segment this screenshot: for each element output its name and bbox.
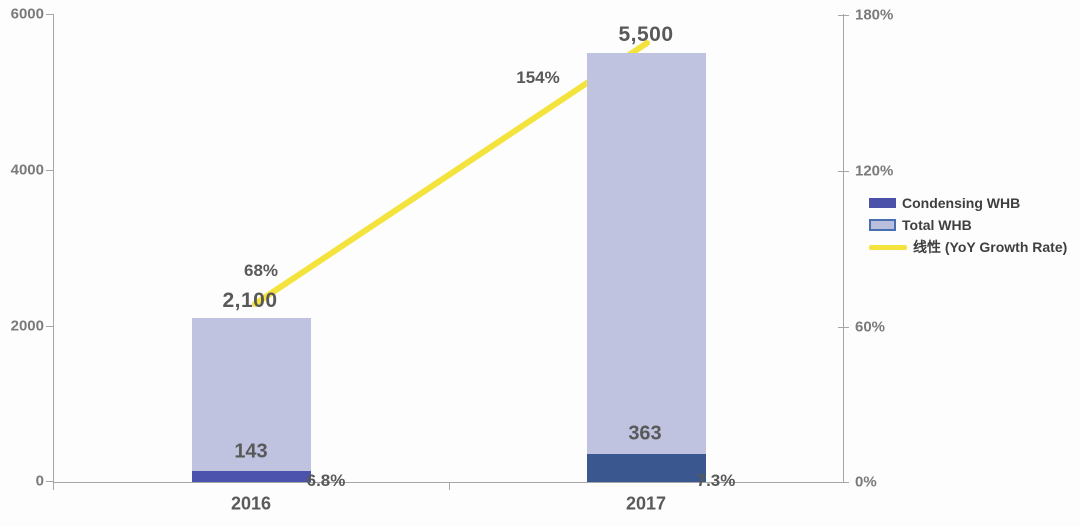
y-right-label-120: 120%: [855, 162, 894, 180]
legend-item-condensing-whb[interactable]: Condensing WHB: [869, 192, 1067, 214]
total-whb-label-2016: 2,100: [222, 289, 278, 312]
y-left-label-2000: 2000: [10, 317, 44, 335]
y-right-label-60: 60%: [855, 318, 886, 336]
bar-condensing-whb-2017[interactable]: [587, 454, 706, 482]
y-left-label-4000: 4000: [10, 161, 44, 179]
yoy-rate-label-2016: 68%: [243, 261, 279, 280]
condensing-whb-swatch-icon: [869, 198, 896, 208]
y-right-label-0: 0%: [855, 473, 877, 491]
share-label-2016: 6.8%: [306, 471, 346, 490]
legend-label: 线性 (YoY Growth Rate): [913, 239, 1068, 255]
y-left-label-6000: 6000: [10, 5, 44, 23]
legend: Condensing WHB Total WHB 线性 (YoY Growth …: [869, 192, 1067, 258]
legend-item-yoy-growth[interactable]: 线性 (YoY Growth Rate): [869, 236, 1067, 258]
share-label-2017: 7.3%: [696, 471, 736, 490]
bar-total-whb-2016[interactable]: [192, 318, 311, 482]
legend-label: Condensing WHB: [902, 195, 1021, 211]
bar-total-whb-2017[interactable]: [587, 53, 706, 482]
total-whb-swatch-icon: [869, 219, 896, 231]
x-label-2016: 2016: [230, 493, 272, 514]
yoy-rate-label-2017: 154%: [516, 68, 560, 87]
y-right-label-180: 180%: [855, 6, 894, 24]
legend-label: Total WHB: [902, 217, 972, 233]
yoy-line-swatch-icon: [869, 244, 907, 250]
y-left-label-0: 0: [35, 472, 44, 490]
bar-condensing-whb-2016[interactable]: [192, 471, 311, 482]
condensing-whb-label-2016: 143: [234, 440, 268, 463]
yoy-trendline: [252, 40, 650, 307]
total-whb-label-2017: 5,500: [618, 23, 674, 46]
condensing-whb-label-2017: 363: [628, 422, 662, 445]
legend-item-total-whb[interactable]: Total WHB: [869, 214, 1067, 236]
x-label-2017: 2017: [625, 493, 667, 514]
